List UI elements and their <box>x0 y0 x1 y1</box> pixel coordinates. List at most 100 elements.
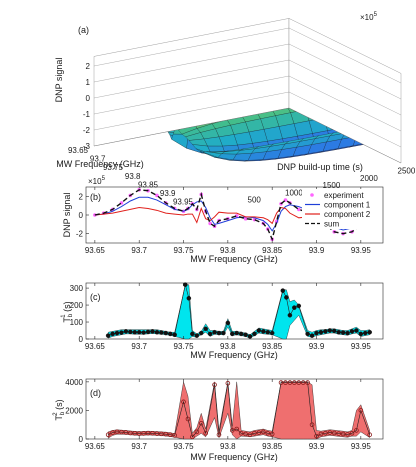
panel-c-point <box>238 331 244 337</box>
panel-d-ylabel: Tb2 (s) <box>53 399 66 420</box>
panel-d-point <box>216 432 222 438</box>
panel-d-point <box>331 430 337 436</box>
panel-d-point <box>229 428 235 433</box>
z-gridline <box>93 75 402 132</box>
panel-c-point <box>141 330 146 335</box>
panel-d-ytick-label: 2000 <box>65 406 83 415</box>
panel-c-point <box>256 328 262 333</box>
panel-c-ylabel-unit: (s) <box>62 301 72 312</box>
panel-d-point <box>367 432 373 438</box>
panel-d-point <box>190 434 195 440</box>
panel-c-point <box>261 329 266 334</box>
panel-d-xtick-label: 93.85 <box>262 442 283 451</box>
panel-b-xtick-label: 93.7 <box>131 246 147 255</box>
legend-box <box>302 189 382 229</box>
panel-d-ticks: 93.65 93.7 93.75 93.8 93.85 93.9 93.95 0 2000 400… <box>65 378 371 451</box>
z-tick-label: -1 <box>83 110 91 119</box>
panel-d-point <box>225 380 231 386</box>
panel-c-xtick-label: 93.95 <box>351 342 372 351</box>
panel-c-point <box>234 330 239 336</box>
panel-d-point <box>150 430 155 436</box>
panel-d-point <box>336 431 341 436</box>
panel-d-point <box>154 431 160 436</box>
panel-d-point <box>203 430 208 436</box>
panel-d-point <box>358 408 364 413</box>
panel-c-point <box>190 331 195 337</box>
panel-d-points <box>105 380 373 440</box>
panel-c-ticks: 93.65 93.7 93.75 93.8 93.85 93.9 93.95 0 100 200 3… <box>70 283 372 351</box>
x-tick-label: 93.9 <box>160 189 176 198</box>
panel-d-point <box>243 431 248 437</box>
panel-d-point <box>278 380 284 385</box>
panel-c-point <box>159 330 164 335</box>
x-tick-label: 93.75 <box>103 163 124 172</box>
panel-c-point <box>349 329 355 334</box>
panel-c-point <box>345 330 350 336</box>
panel-b-ytick-label: -2 <box>76 230 84 239</box>
panel-c-point <box>252 331 257 337</box>
panel-c-point <box>172 332 177 338</box>
z-tick-label: -2 <box>83 126 91 135</box>
panel-c-ytick-label: 300 <box>70 284 84 293</box>
panel-c-point <box>230 331 235 337</box>
panel-c-point <box>336 329 341 335</box>
panel-b-exponent: ×105 <box>88 176 106 186</box>
panel-c-point <box>163 330 169 336</box>
panel-c-xtick-label: 93.85 <box>262 342 283 351</box>
z-gridline <box>93 43 402 100</box>
panel-c-point <box>265 329 270 335</box>
surface-axes: -3 -2 -1 0 1 2 93.6593.793.7593.893.8593.993.9… <box>68 18 416 207</box>
panel-c-point <box>363 330 368 336</box>
panel-d-point <box>265 430 271 436</box>
experiment-point <box>296 207 301 212</box>
panel-d-point <box>292 380 297 385</box>
panel-d-point <box>340 431 346 437</box>
panel-d-point <box>256 430 262 435</box>
panel-d-ylabel-sub: b <box>60 411 66 415</box>
panel-b-xtick-label: 93.8 <box>220 246 236 255</box>
panel-c-point <box>318 329 324 335</box>
y-tick-label: 2500 <box>398 166 416 175</box>
x-tick-label: 93.7 <box>90 155 106 164</box>
panel-c-point <box>114 330 120 336</box>
panel-c-point <box>132 329 138 335</box>
panel-d-point <box>119 429 124 435</box>
panel-c-ytick-label: 0 <box>79 335 84 344</box>
svg-text:Tb1 (s): Tb1 (s) <box>61 301 74 322</box>
panel-d-point <box>238 430 244 436</box>
panel-b-xtick-label: 93.9 <box>309 246 325 255</box>
panel-c-ylabel-main: T <box>62 317 72 323</box>
panel-b-xtick-label: 93.75 <box>174 246 195 255</box>
panel-d-point <box>323 430 328 436</box>
panel-d-point <box>305 380 310 385</box>
panel-d-point <box>287 380 293 385</box>
panel-c-point <box>136 329 142 335</box>
panel-c-point <box>154 329 160 335</box>
panel-c-point <box>247 334 253 339</box>
panel-c-point <box>194 333 200 338</box>
panel-d-point <box>194 429 200 435</box>
panel-c-point <box>309 333 315 338</box>
z-tick-label: -3 <box>83 142 91 151</box>
panel-d-point <box>159 431 164 437</box>
panel-d-t2: 93.65 93.7 93.75 93.8 93.85 93.9 93.95 0 2000 400… <box>53 378 384 462</box>
panel-d-point <box>110 430 115 435</box>
panel-d-point <box>105 432 111 438</box>
panel-d-point <box>181 399 186 405</box>
z-gridline <box>93 91 402 148</box>
experiment-point <box>155 193 159 198</box>
panel-c-point <box>358 331 364 337</box>
panel-d-xtick-label: 93.75 <box>174 442 195 451</box>
panel-d-xtick-label: 93.8 <box>220 442 236 451</box>
panel-c-point <box>119 330 124 335</box>
panel-d-xtick-label: 93.95 <box>351 442 372 451</box>
panel-d-point <box>252 430 257 436</box>
panel-c-point <box>145 329 151 335</box>
panel-c-point <box>327 328 333 333</box>
panel-d-point <box>212 382 217 388</box>
panel-d-point <box>327 430 333 435</box>
x-tick-label: 93.65 <box>68 146 89 155</box>
panel-d-point <box>234 426 240 432</box>
panel-b-ticks: 93.65 93.7 93.75 93.8 93.85 93.9 93.95-202 <box>76 187 371 255</box>
